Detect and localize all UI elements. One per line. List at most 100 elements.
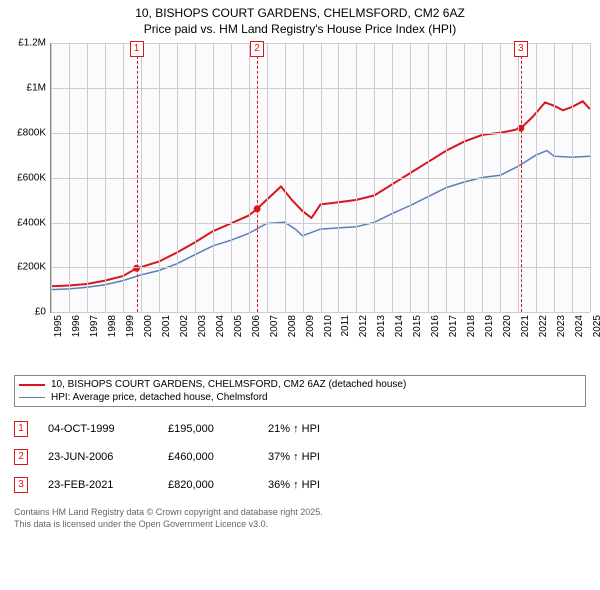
event-marker-line <box>137 51 138 312</box>
x-tick-label: 2021 <box>520 315 531 337</box>
event-number-badge: 2 <box>14 449 28 465</box>
title-line2: Price paid vs. HM Land Registry's House … <box>10 22 590 38</box>
gridline-v <box>554 43 555 312</box>
legend-swatch <box>19 397 45 398</box>
x-tick-label: 2000 <box>143 315 154 337</box>
x-tick-label: 2011 <box>340 315 351 337</box>
x-tick-label: 2013 <box>376 315 387 337</box>
gridline-v <box>536 43 537 312</box>
x-tick-label: 1997 <box>89 315 100 337</box>
gridline-v <box>105 43 106 312</box>
legend-row: 10, BISHOPS COURT GARDENS, CHELMSFORD, C… <box>19 378 581 391</box>
x-tick-label: 2023 <box>556 315 567 337</box>
event-price: £820,000 <box>168 479 248 491</box>
y-tick-label: £600K <box>17 172 46 183</box>
x-tick-label: 2025 <box>592 315 600 337</box>
gridline-v <box>374 43 375 312</box>
x-tick-label: 2008 <box>287 315 298 337</box>
x-tick-label: 2005 <box>233 315 244 337</box>
event-number-badge: 1 <box>14 421 28 437</box>
event-number-badge: 3 <box>14 477 28 493</box>
event-delta: 37% ↑ HPI <box>268 451 320 463</box>
y-axis: £0£200K£400K£600K£800K£1M£1.2M <box>10 43 48 313</box>
gridline-v <box>518 43 519 312</box>
footer: Contains HM Land Registry data © Crown c… <box>14 507 586 530</box>
x-tick-label: 2002 <box>179 315 190 337</box>
chart: £0£200K£400K£600K£800K£1M£1.2M 123 19951… <box>10 43 590 343</box>
event-price: £195,000 <box>168 423 248 435</box>
gridline-v <box>446 43 447 312</box>
gridline-v <box>356 43 357 312</box>
gridline-v <box>141 43 142 312</box>
legend-label: HPI: Average price, detached house, Chel… <box>51 392 268 403</box>
event-row: 323-FEB-2021£820,00036% ↑ HPI <box>14 471 586 499</box>
gridline-v <box>500 43 501 312</box>
event-table: 1 04-OCT-1999 £195,000 21% ↑ HPI 2 23-JUN-200… <box>14 415 586 499</box>
legend-row: HPI: Average price, detached house, Chel… <box>19 391 581 404</box>
event-date: 04-OCT-1999 <box>48 423 148 435</box>
y-tick-label: £800K <box>17 127 46 138</box>
event-row: 1 04-OCT-1999 £195,000 21% ↑ HPI <box>14 415 586 443</box>
footer-line2: This data is licensed under the Open Gov… <box>14 519 586 531</box>
legend-label: 10, BISHOPS COURT GARDENS, CHELMSFORD, C… <box>51 379 406 390</box>
gridline-v <box>159 43 160 312</box>
gridline-v <box>123 43 124 312</box>
gridline-v <box>231 43 232 312</box>
y-tick-label: £400K <box>17 217 46 228</box>
gridline-v <box>51 43 52 312</box>
x-tick-label: 2006 <box>251 315 262 337</box>
event-marker-box: 2 <box>250 41 264 57</box>
x-tick-label: 2024 <box>574 315 585 337</box>
gridline-v <box>482 43 483 312</box>
legend-swatch <box>19 384 45 386</box>
event-marker-box: 3 <box>514 41 528 57</box>
x-tick-label: 2022 <box>538 315 549 337</box>
gridline-v <box>267 43 268 312</box>
x-tick-label: 2003 <box>197 315 208 337</box>
gridline-v <box>590 43 591 312</box>
event-marker-box: 1 <box>130 41 144 57</box>
x-tick-label: 2015 <box>412 315 423 337</box>
x-tick-label: 1995 <box>53 315 64 337</box>
gridline-v <box>249 43 250 312</box>
x-tick-label: 2001 <box>161 315 172 337</box>
y-tick-label: £1M <box>27 83 46 94</box>
x-tick-label: 2018 <box>466 315 477 337</box>
x-axis: 1995199619971998199920002001200220032004… <box>50 313 590 343</box>
gridline-v <box>303 43 304 312</box>
x-tick-label: 2010 <box>323 315 334 337</box>
x-tick-label: 2014 <box>394 315 405 337</box>
x-tick-label: 1999 <box>125 315 136 337</box>
x-tick-label: 2009 <box>305 315 316 337</box>
gridline-v <box>69 43 70 312</box>
event-date: 23-JUN-2006 <box>48 451 148 463</box>
event-marker-line <box>257 51 258 312</box>
plot-area: 1 2 3 <box>50 43 590 313</box>
gridline-v <box>285 43 286 312</box>
y-tick-label: £200K <box>17 262 46 273</box>
gridline-v <box>428 43 429 312</box>
gridline-v <box>321 43 322 312</box>
y-tick-label: £1.2M <box>18 38 46 49</box>
event-marker-line <box>521 51 522 312</box>
gridline-v <box>87 43 88 312</box>
gridline-v <box>392 43 393 312</box>
event-date: 23-FEB-2021 <box>48 479 148 491</box>
x-tick-label: 2016 <box>430 315 441 337</box>
gridline-v <box>177 43 178 312</box>
x-tick-label: 2012 <box>358 315 369 337</box>
gridline-v <box>213 43 214 312</box>
gridline-v <box>195 43 196 312</box>
gridline-v <box>572 43 573 312</box>
x-tick-label: 2019 <box>484 315 495 337</box>
legend: 10, BISHOPS COURT GARDENS, CHELMSFORD, C… <box>14 375 586 407</box>
footer-line1: Contains HM Land Registry data © Crown c… <box>14 507 586 519</box>
title-line1: 10, BISHOPS COURT GARDENS, CHELMSFORD, C… <box>10 6 590 22</box>
event-delta: 21% ↑ HPI <box>268 423 320 435</box>
gridline-v <box>410 43 411 312</box>
x-tick-label: 1996 <box>71 315 82 337</box>
x-tick-label: 2020 <box>502 315 513 337</box>
gridline-v <box>464 43 465 312</box>
chart-title: 10, BISHOPS COURT GARDENS, CHELMSFORD, C… <box>0 0 600 37</box>
x-tick-label: 2007 <box>269 315 280 337</box>
